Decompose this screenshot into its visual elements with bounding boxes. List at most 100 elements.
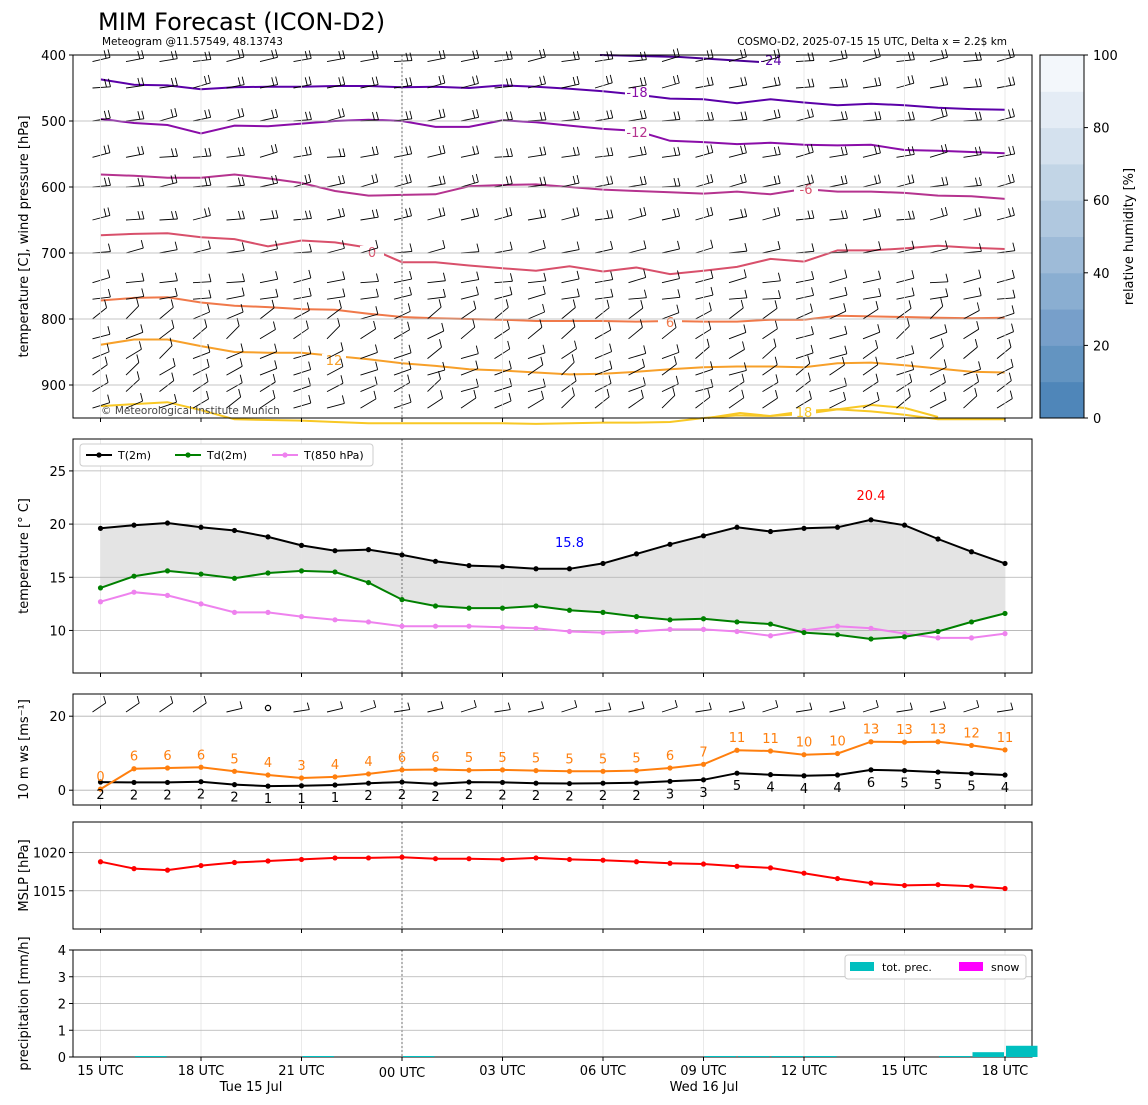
panel-frame	[72, 54, 1033, 419]
wind-barb-flag	[1012, 145, 1016, 155]
legend-label: T(2m)	[117, 449, 151, 462]
wind-barb-flag	[608, 702, 612, 710]
wind-barb	[561, 249, 580, 254]
wind-barb-flag	[304, 147, 308, 156]
wind-barb-flag	[945, 76, 949, 85]
wind-barb-flag	[944, 107, 948, 116]
wind-barb	[226, 84, 245, 89]
t850-point	[432, 623, 439, 629]
wind-barb-flag	[510, 111, 513, 120]
wind-barb	[594, 307, 610, 320]
wind-barb	[862, 295, 881, 300]
wind-barb-flag	[407, 321, 411, 330]
wind-speed-label: 2	[130, 788, 138, 803]
wind-barb	[963, 215, 982, 221]
td2m-point	[767, 621, 774, 627]
wind-barb-flag	[976, 373, 979, 382]
wind-barb	[695, 346, 710, 359]
wind-barb-flag	[476, 49, 480, 59]
wind-barb	[561, 154, 580, 158]
wind-barb-flag	[943, 701, 947, 709]
mslp-point	[298, 856, 305, 863]
y-tick-label: 900	[41, 379, 66, 394]
wind-barb-flag	[472, 319, 476, 328]
td2m-point	[466, 605, 472, 611]
wind-barb	[460, 57, 479, 63]
wind-barb-flag	[807, 210, 811, 219]
wind-barb	[795, 278, 814, 284]
t850-line	[100, 591, 1006, 639]
wind-barb-flag	[610, 175, 614, 184]
wind-barb-flag	[374, 344, 378, 353]
wind-barb	[293, 709, 310, 713]
wind-barb-flag	[606, 210, 610, 219]
y-tick-label: 400	[41, 49, 66, 64]
wind-barb	[929, 331, 947, 340]
td2m-point	[365, 579, 372, 586]
wind-barb-flag	[373, 390, 377, 400]
wind-barb-flag	[911, 345, 915, 354]
wind-barb	[360, 57, 379, 63]
wind-barb-flag	[305, 111, 308, 120]
wind-barb	[628, 297, 647, 300]
wind-speed-label: 1	[331, 791, 339, 806]
wind-barb	[929, 366, 947, 376]
time-tick-label: 21 UTC	[278, 1064, 324, 1079]
wind-barb-flag	[208, 147, 212, 157]
wind-barb-flag	[107, 110, 111, 119]
wind-gust-point	[432, 766, 439, 773]
wind-barb-flag	[911, 75, 915, 84]
wind-barb	[795, 116, 814, 122]
wind-speed-point	[734, 770, 740, 776]
wind-barb-flag	[811, 271, 815, 280]
wind-barb-flag	[170, 109, 174, 118]
wind-gust-point	[265, 772, 271, 778]
wind-barb-flag	[542, 344, 546, 353]
t850-point	[600, 629, 606, 636]
wind-gust-label: 13	[930, 723, 947, 738]
wind-barb-flag	[473, 699, 477, 708]
wind-barb-flag	[609, 343, 613, 352]
legend-swatch-snow	[959, 962, 983, 971]
wind-barb-flag	[775, 699, 779, 708]
wind-barb-flag	[342, 208, 346, 217]
legend-label: snow	[991, 961, 1019, 974]
wind-barb	[929, 295, 948, 300]
wind-barb-flag	[673, 111, 677, 120]
wind-barb-flag	[773, 147, 777, 156]
wind-speed-point	[466, 779, 472, 785]
wind-barb-flag	[774, 356, 778, 365]
day-label: Wed 16 Jul	[670, 1080, 739, 1095]
time-tick-label: 15 UTC	[77, 1064, 123, 1079]
wind-speed-label: 1	[297, 792, 305, 807]
wind-barb	[795, 182, 814, 188]
wind-barb-flag	[777, 175, 781, 184]
td2m-point	[231, 575, 238, 581]
wind-barb-flag	[1011, 323, 1014, 332]
t850-point	[700, 626, 707, 632]
wind-barb-flag	[572, 147, 576, 156]
wind-barb	[494, 709, 511, 713]
wind-barb-flag	[639, 146, 643, 156]
wind-barb	[728, 381, 745, 392]
wind-barb-flag	[742, 701, 746, 709]
wind-barb-flag	[340, 375, 344, 384]
wind-barb	[125, 247, 144, 254]
wind-barb-flag	[308, 210, 312, 219]
wind-barb-flag	[878, 111, 882, 120]
wind-barb-flag	[373, 699, 377, 708]
wind-barb-flag	[542, 378, 546, 387]
wind-gust-label: 5	[632, 752, 640, 767]
wind-barb	[628, 247, 647, 254]
wind-barb	[896, 353, 914, 360]
wind-speed-point	[432, 781, 439, 787]
td2m-point	[633, 614, 640, 620]
wind-barb-flag	[606, 147, 610, 156]
t850-point	[834, 623, 841, 629]
wind-barb-flag	[104, 299, 107, 308]
wind-barb	[125, 348, 142, 359]
wind-barb	[159, 365, 176, 376]
t850-point	[231, 609, 238, 615]
wind-barb-flag	[107, 207, 111, 216]
wind-barb	[259, 116, 278, 122]
